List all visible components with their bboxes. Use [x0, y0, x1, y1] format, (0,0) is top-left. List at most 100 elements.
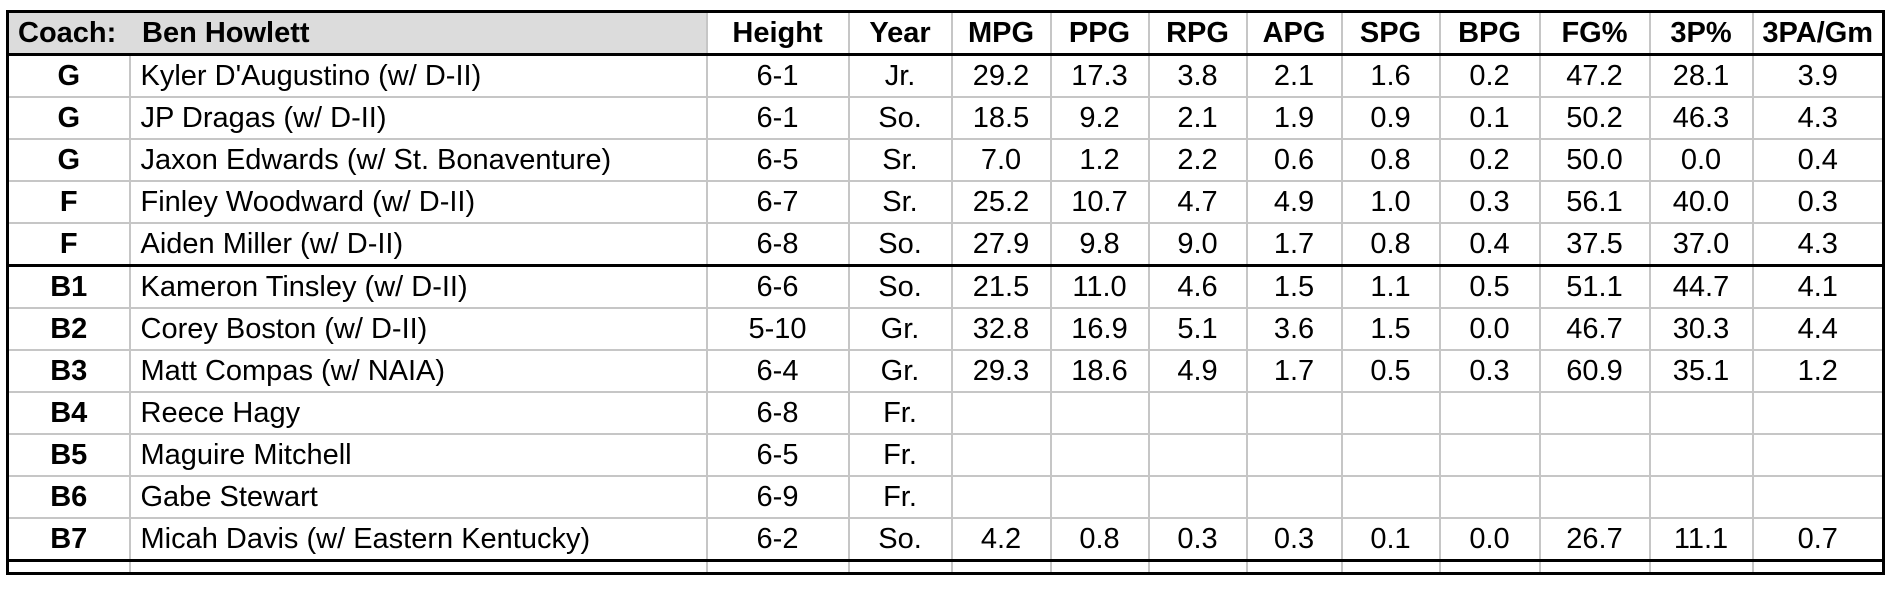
- cell-ppg[interactable]: 9.8: [1049, 222, 1150, 267]
- cell-mpg[interactable]: [950, 391, 1052, 435]
- cell-bpg[interactable]: 0.0: [1438, 517, 1541, 562]
- cell-apg[interactable]: 0.3: [1245, 517, 1343, 562]
- cell-player-name[interactable]: JP Dragas (w/ D-II): [128, 96, 708, 140]
- cell-bpg[interactable]: [1438, 433, 1541, 477]
- cell-3pa-per-gm[interactable]: 0.7: [1751, 517, 1885, 562]
- cell-spg[interactable]: 0.8: [1340, 138, 1441, 182]
- cell-ppg[interactable]: 9.2: [1049, 96, 1150, 140]
- cell-rpg[interactable]: 0.3: [1147, 517, 1248, 562]
- column-header-3p-pct[interactable]: 3P%: [1648, 10, 1754, 56]
- cell-fg-pct[interactable]: 47.2: [1538, 53, 1651, 98]
- cell-spg[interactable]: 1.5: [1340, 307, 1441, 351]
- cell-3p-pct[interactable]: [1648, 475, 1754, 519]
- coach-header-cell[interactable]: Coach: Ben Howlett: [6, 10, 708, 56]
- cell-year[interactable]: Fr.: [847, 391, 953, 435]
- cell-apg[interactable]: 4.9: [1245, 180, 1343, 224]
- cell-position[interactable]: F: [6, 180, 131, 224]
- cell-year[interactable]: So.: [847, 517, 953, 562]
- cell-rpg[interactable]: 4.7: [1147, 180, 1248, 224]
- cell-mpg[interactable]: 4.2: [950, 517, 1052, 562]
- cell-fg-pct[interactable]: 26.7: [1538, 517, 1651, 562]
- cell-fg-pct[interactable]: 51.1: [1538, 264, 1651, 309]
- cell-ppg[interactable]: 16.9: [1049, 307, 1150, 351]
- cell-spg[interactable]: [1340, 391, 1441, 435]
- cell-height[interactable]: 6-1: [705, 96, 850, 140]
- cell-ppg[interactable]: [1049, 391, 1150, 435]
- cell-3p-pct[interactable]: 37.0: [1648, 222, 1754, 267]
- cell-fg-pct[interactable]: 60.9: [1538, 349, 1651, 393]
- cell-3pa-per-gm[interactable]: 4.1: [1751, 264, 1885, 309]
- cell-3p-pct[interactable]: 30.3: [1648, 307, 1754, 351]
- cell-height[interactable]: 6-5: [705, 138, 850, 182]
- cell-3p-pct[interactable]: 46.3: [1648, 96, 1754, 140]
- cell-mpg[interactable]: 18.5: [950, 96, 1052, 140]
- cell-3pa-per-gm[interactable]: [1751, 433, 1885, 477]
- cell-apg[interactable]: 1.7: [1245, 222, 1343, 267]
- cell-3pa-per-gm[interactable]: [1751, 475, 1885, 519]
- column-header-year[interactable]: Year: [847, 10, 953, 56]
- cell-apg[interactable]: 2.1: [1245, 53, 1343, 98]
- cell-height[interactable]: 6-6: [705, 264, 850, 309]
- cell-position[interactable]: B3: [6, 349, 131, 393]
- cell-3pa-per-gm[interactable]: 0.4: [1751, 138, 1885, 182]
- cell-fg-pct[interactable]: 56.1: [1538, 180, 1651, 224]
- cell-bpg[interactable]: 0.0: [1438, 307, 1541, 351]
- cell-spg[interactable]: [1340, 433, 1441, 477]
- cell-year[interactable]: So.: [847, 222, 953, 267]
- cell-fg-pct[interactable]: 50.2: [1538, 96, 1651, 140]
- cell-height[interactable]: 6-9: [705, 475, 850, 519]
- cell-apg[interactable]: 3.6: [1245, 307, 1343, 351]
- cell-apg[interactable]: [1245, 391, 1343, 435]
- cell-ppg[interactable]: 0.8: [1049, 517, 1150, 562]
- cell-ppg[interactable]: 1.2: [1049, 138, 1150, 182]
- column-header-3pa-per-gm[interactable]: 3PA/Gm: [1751, 10, 1885, 56]
- cell-apg[interactable]: 1.9: [1245, 96, 1343, 140]
- cell-bpg[interactable]: [1438, 475, 1541, 519]
- cell-height[interactable]: 5-10: [705, 307, 850, 351]
- cell-player-name[interactable]: Reece Hagy: [128, 391, 708, 435]
- cell-fg-pct[interactable]: 37.5: [1538, 222, 1651, 267]
- cell-mpg[interactable]: 25.2: [950, 180, 1052, 224]
- cell-year[interactable]: So.: [847, 96, 953, 140]
- cell-height[interactable]: 6-5: [705, 433, 850, 477]
- cell-fg-pct[interactable]: 46.7: [1538, 307, 1651, 351]
- cell-year[interactable]: Fr.: [847, 433, 953, 477]
- cell-height[interactable]: 6-1: [705, 53, 850, 98]
- cell-3p-pct[interactable]: [1648, 433, 1754, 477]
- cell-rpg[interactable]: 4.6: [1147, 264, 1248, 309]
- column-header-ppg[interactable]: PPG: [1049, 10, 1150, 56]
- cell-apg[interactable]: 0.6: [1245, 138, 1343, 182]
- cell-position[interactable]: B7: [6, 517, 131, 562]
- cell-apg[interactable]: [1245, 433, 1343, 477]
- cell-bpg[interactable]: [1438, 391, 1541, 435]
- column-header-spg[interactable]: SPG: [1340, 10, 1441, 56]
- cell-height[interactable]: 6-8: [705, 222, 850, 267]
- cell-3pa-per-gm[interactable]: [1751, 391, 1885, 435]
- cell-player-name[interactable]: Matt Compas (w/ NAIA): [128, 349, 708, 393]
- cell-mpg[interactable]: [950, 475, 1052, 519]
- cell-mpg[interactable]: 7.0: [950, 138, 1052, 182]
- cell-bpg[interactable]: 0.3: [1438, 180, 1541, 224]
- cell-position[interactable]: B1: [6, 264, 131, 309]
- cell-position[interactable]: B5: [6, 433, 131, 477]
- cell-player-name[interactable]: Kyler D'Augustino (w/ D-II): [128, 53, 708, 98]
- cell-year[interactable]: Jr.: [847, 53, 953, 98]
- cell-bpg[interactable]: 0.2: [1438, 138, 1541, 182]
- cell-spg[interactable]: [1340, 475, 1441, 519]
- cell-mpg[interactable]: [950, 433, 1052, 477]
- cell-bpg[interactable]: 0.5: [1438, 264, 1541, 309]
- cell-position[interactable]: B4: [6, 391, 131, 435]
- cell-3p-pct[interactable]: [1648, 391, 1754, 435]
- cell-fg-pct[interactable]: [1538, 433, 1651, 477]
- cell-year[interactable]: So.: [847, 264, 953, 309]
- column-header-rpg[interactable]: RPG: [1147, 10, 1248, 56]
- cell-mpg[interactable]: 21.5: [950, 264, 1052, 309]
- cell-ppg[interactable]: 17.3: [1049, 53, 1150, 98]
- cell-mpg[interactable]: 32.8: [950, 307, 1052, 351]
- cell-player-name[interactable]: Finley Woodward (w/ D-II): [128, 180, 708, 224]
- cell-rpg[interactable]: [1147, 433, 1248, 477]
- cell-3p-pct[interactable]: 11.1: [1648, 517, 1754, 562]
- cell-spg[interactable]: 0.9: [1340, 96, 1441, 140]
- cell-year[interactable]: Fr.: [847, 475, 953, 519]
- cell-apg[interactable]: 1.5: [1245, 264, 1343, 309]
